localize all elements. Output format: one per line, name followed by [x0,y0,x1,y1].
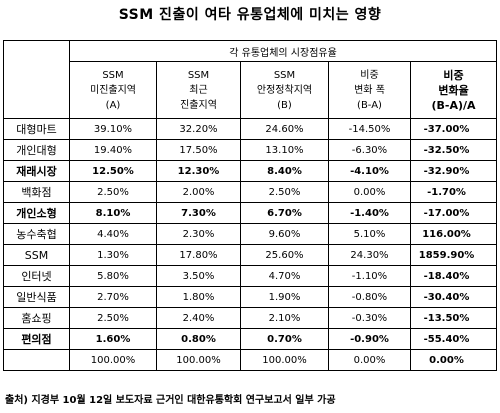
cell-value: 5.80% [69,265,157,287]
table-title: SSM 진출이 여타 유통업체에 미치는 영향 [118,7,382,23]
table-row: 농수축협 4.40% 2.30% 9.60% 5.10% 116.00% [3,223,498,245]
table-row: 대형마트 39.10% 32.20% 24.60% -14.50% -37.00… [3,118,498,140]
cell-rate: -18.40% [409,265,498,287]
cell-value: 12.50% [69,160,157,182]
row-name: 백화점 [3,181,70,203]
cell-rate: -30.40% [409,286,498,308]
row-name: 재래시장 [3,160,70,182]
cell-value: 2.50% [69,181,157,203]
row-name: 개인소형 [3,202,70,224]
cell-rate: -17.00% [409,202,498,224]
cell-value: 8.10% [69,202,157,224]
cell-value: 2.50% [69,307,157,329]
row-name: 대형마트 [3,118,70,140]
cell-value: 0.80% [156,328,241,350]
cell-value: 39.10% [69,118,157,140]
cell-value: 2.10% [240,307,329,329]
cell-value: 12.30% [156,160,241,182]
cell-rate: -1.70% [409,181,498,203]
cell-value: 1.90% [240,286,329,308]
cell-value: 24.30% [328,244,411,266]
cell-value: 1.60% [69,328,157,350]
cell-rate: -37.00% [409,118,498,140]
cell-value: 0.00% [328,181,411,203]
cell-value: 2.70% [69,286,157,308]
cell-value: 9.60% [240,223,329,245]
table-row: 인터넷 5.80% 3.50% 4.70% -1.10% -18.40% [3,265,498,287]
cell-rate: -13.50% [409,307,498,329]
cell-rate: 116.00% [409,223,498,245]
market-share-table: 각 유통업체의 시장점유율 SSM 미진출지역 (A) SSM 최근 진출지역 SSM 안… [3,40,498,371]
cell-value: 1.30% [69,244,157,266]
table-row: SSM 1.30% 17.80% 25.60% 24.30% 1859.90% [3,244,498,266]
cell-value: 24.60% [240,118,329,140]
cell-value: 0.70% [240,328,329,350]
cell-value: 5.10% [328,223,411,245]
total-value: 100.00% [69,349,157,371]
cell-value: -0.80% [328,286,411,308]
cell-value: 25.60% [240,244,329,266]
table-row: 개인소형 8.10% 7.30% 6.70% -1.40% -17.00% [3,202,498,224]
row-name: 홈쇼핑 [3,307,70,329]
cell-value: 3.50% [156,265,241,287]
corner-cell [3,40,70,119]
row-name: 인터넷 [3,265,70,287]
cell-value: 19.40% [69,139,157,161]
cell-value: -1.40% [328,202,411,224]
total-row: 100.00% 100.00% 100.00% 0.00% 0.00% [3,349,498,371]
table-row: 홈쇼핑 2.50% 2.40% 2.10% -0.30% -13.50% [3,307,498,329]
cell-rate: -32.90% [409,160,498,182]
cell-value: -14.50% [328,118,411,140]
cell-value: 2.40% [156,307,241,329]
cell-value: -6.30% [328,139,411,161]
cell-value: 2.00% [156,181,241,203]
group-header: 각 유통업체의 시장점유율 [68,40,498,62]
cell-value: 2.50% [240,181,329,203]
col-header-settled: SSM 안정정착지역 (B) [240,61,329,119]
cell-value: 8.40% [240,160,329,182]
table-row: 편의점 1.60% 0.80% 0.70% -0.90% -55.40% [3,328,498,350]
table-row: 재래시장 12.50% 12.30% 8.40% -4.10% -32.90% [3,160,498,182]
cell-value: -0.90% [328,328,411,350]
cell-value: 6.70% [240,202,329,224]
cell-value: -0.30% [328,307,411,329]
col-header-change: 비중 변화 폭 (B-A) [328,61,411,119]
row-name: 일반식품 [3,286,70,308]
table-row: 일반식품 2.70% 1.80% 1.90% -0.80% -30.40% [3,286,498,308]
table-body: 대형마트 39.10% 32.20% 24.60% -14.50% -37.00… [3,118,498,371]
cell-value: 4.70% [240,265,329,287]
total-value: 100.00% [240,349,329,371]
table-row: 개인대형 19.40% 17.50% 13.10% -6.30% -32.50% [3,139,498,161]
total-rate: 0.00% [409,349,498,371]
col-header-recent: SSM 최근 진출지역 [156,61,241,119]
cell-value: 17.50% [156,139,241,161]
cell-rate: -55.40% [409,328,498,350]
row-name: 개인대형 [3,139,70,161]
row-name: 편의점 [3,328,70,350]
cell-value: 1.80% [156,286,241,308]
total-value: 100.00% [156,349,241,371]
cell-value: 7.30% [156,202,241,224]
cell-value: -1.10% [328,265,411,287]
cell-rate: 1859.90% [409,244,498,266]
col-header-unentered: SSM 미진출지역 (A) [69,61,157,119]
cell-value: 4.40% [69,223,157,245]
row-name: SSM [3,244,70,266]
cell-value: 17.80% [156,244,241,266]
row-name: 농수축협 [3,223,70,245]
cell-value: 13.10% [240,139,329,161]
source-note: 출처) 지경부 10월 12일 보도자료 근거인 대한유통학회 연구보고서 일부… [5,395,336,406]
total-name [3,349,70,371]
cell-rate: -32.50% [409,139,498,161]
cell-value: 2.30% [156,223,241,245]
col-header-change-rate: 비중 변화율 (B-A)/A [409,61,498,119]
cell-value: 32.20% [156,118,241,140]
cell-value: -4.10% [328,160,411,182]
total-value: 0.00% [328,349,411,371]
table-row: 백화점 2.50% 2.00% 2.50% 0.00% -1.70% [3,181,498,203]
